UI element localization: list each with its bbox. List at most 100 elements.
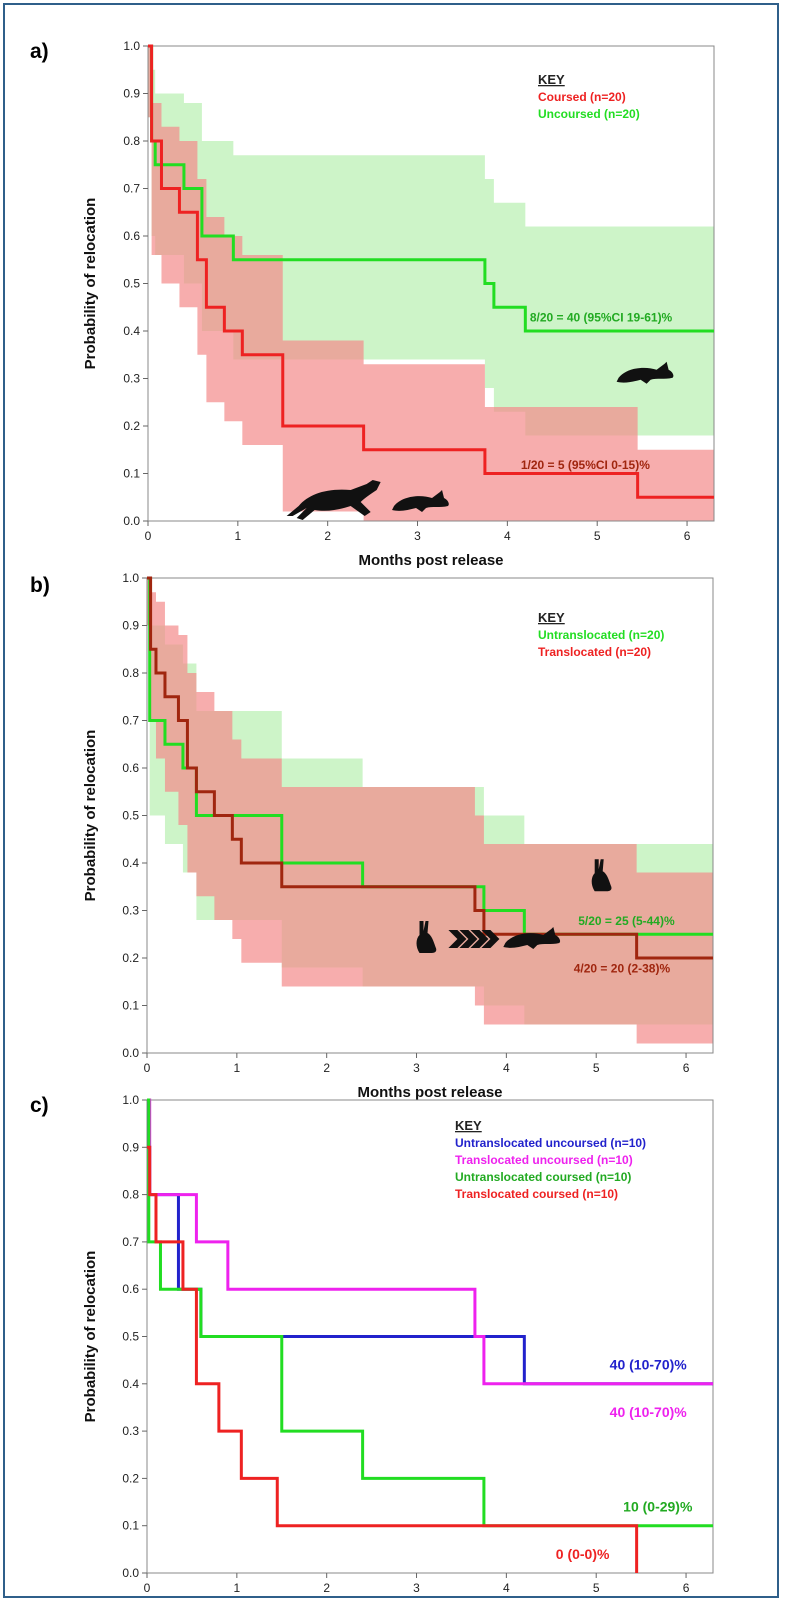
- x-tick-label: 4: [504, 529, 511, 543]
- chart-panel-3: c) 0.0 0.1 0.2 0.3 0.4 0.5 0.6 0.7 0.8 0.9 1.0 0 1 2 3 4…: [30, 1093, 714, 1595]
- y-tick-label: 0.3: [122, 1424, 139, 1438]
- y-tick-label: 0.6: [122, 761, 139, 775]
- hare-body: [392, 490, 449, 512]
- hare-sitting-body: [591, 859, 612, 892]
- x-tick-label: 2: [324, 529, 331, 543]
- annotation-label: 10 (0-29)%: [623, 1499, 693, 1515]
- annotation-label: 0 (0-0)%: [556, 1546, 610, 1562]
- y-tick-label: 0.2: [123, 419, 140, 433]
- y-tick-label: 0.6: [122, 1282, 139, 1296]
- chevrons-right-icon: [448, 930, 500, 948]
- key-title: KEY: [538, 72, 565, 87]
- y-tick-label: 0.2: [122, 951, 139, 965]
- x-tick-label: 0: [144, 1061, 151, 1075]
- legend-entry: Untranslocated uncoursed (n=10): [455, 1136, 646, 1150]
- y-tick-label: 0.2: [122, 1471, 139, 1485]
- y-tick-label: 0.1: [122, 999, 139, 1013]
- y-tick-label: 0.5: [123, 277, 140, 291]
- hare-running-icon: [616, 361, 674, 384]
- x-tick-label: 5: [594, 529, 601, 543]
- key-title: KEY: [538, 610, 565, 625]
- x-tick-label: 1: [233, 1581, 240, 1595]
- confidence-band: [147, 578, 713, 1044]
- x-tick-label: 4: [503, 1581, 510, 1595]
- chart-panel-1: a) 0.0 0.1 0.2 0.3 0.4 0.5 0.6 0.7 0.8 0.9 1.0 0 1 2 3 4…: [30, 39, 715, 569]
- annotation-label: 8/20 = 40 (95%CI 19-61)%: [530, 311, 673, 325]
- y-tick-label: 0.0: [123, 514, 140, 528]
- annotation-label: 40 (10-70)%: [610, 1404, 688, 1420]
- x-tick-label: 3: [414, 529, 421, 543]
- y-tick-label: 0.6: [123, 229, 140, 243]
- legend-entry: Coursed (n=20): [538, 90, 626, 104]
- annotation-label: 40 (10-70)%: [610, 1357, 688, 1373]
- hare-body: [616, 361, 674, 384]
- y-tick-label: 0.7: [123, 182, 140, 196]
- hare-sitting-icon: [591, 859, 612, 892]
- y-tick-label: 0.1: [122, 1519, 139, 1533]
- x-axis-title: Months post release: [358, 552, 503, 569]
- y-tick-label: 1.0: [122, 571, 139, 585]
- annotation-label: 1/20 = 5 (95%CI 0-15)%: [521, 458, 650, 472]
- legend-entry: Translocated (n=20): [538, 645, 651, 659]
- x-tick-label: 1: [234, 529, 241, 543]
- y-tick-label: 0.0: [122, 1046, 139, 1060]
- y-tick-label: 0.8: [122, 666, 139, 680]
- x-tick-label: 2: [323, 1581, 330, 1595]
- annotation-label: 4/20 = 20 (2-38)%: [574, 961, 671, 975]
- hare-sitting-icon: [416, 921, 437, 953]
- series-line: [147, 1098, 713, 1528]
- legend-entry: Translocated coursed (n=10): [455, 1187, 618, 1201]
- hare-running-icon: [503, 927, 561, 949]
- series-line: [147, 576, 713, 960]
- y-axis-title: Probability of relocation: [82, 1251, 99, 1423]
- confidence-band: [148, 46, 714, 436]
- panel-label: b): [30, 574, 50, 597]
- y-axis-title: Probability of relocation: [82, 198, 99, 370]
- chevron: [470, 930, 489, 948]
- y-tick-label: 0.4: [123, 324, 140, 338]
- y-tick-label: 0.8: [123, 134, 140, 148]
- y-axis-title: Probability of relocation: [82, 730, 99, 902]
- greyhound-body: [286, 480, 381, 520]
- x-tick-label: 5: [593, 1061, 600, 1075]
- chevron: [481, 930, 500, 948]
- y-tick-label: 0.0: [122, 1566, 139, 1580]
- y-tick-label: 0.9: [122, 619, 139, 633]
- series-line: [147, 576, 713, 936]
- hare-sitting-body: [416, 921, 437, 953]
- legend-entry: Untranslocated (n=20): [538, 628, 664, 642]
- key-title: KEY: [455, 1118, 482, 1133]
- panel-label: a): [30, 40, 49, 63]
- x-tick-label: 1: [233, 1061, 240, 1075]
- greyhound-running-icon: [286, 480, 381, 520]
- chevron: [448, 930, 467, 948]
- legend-entry: Uncoursed (n=20): [538, 107, 640, 121]
- x-axis-title: Months post release: [357, 1084, 502, 1101]
- x-tick-label: 3: [413, 1581, 420, 1595]
- legend-entry: Translocated uncoursed (n=10): [455, 1153, 633, 1167]
- series-line: [148, 44, 714, 499]
- series-line: [147, 1145, 639, 1573]
- hare-body: [503, 927, 561, 949]
- y-tick-label: 0.9: [122, 1140, 139, 1154]
- y-tick-label: 0.3: [122, 904, 139, 918]
- legend-entry: Untranslocated coursed (n=10): [455, 1170, 631, 1184]
- y-tick-label: 0.9: [123, 87, 140, 101]
- y-tick-label: 0.8: [122, 1188, 139, 1202]
- x-tick-label: 3: [413, 1061, 420, 1075]
- x-tick-label: 4: [503, 1061, 510, 1075]
- y-tick-label: 0.1: [123, 467, 140, 481]
- x-tick-label: 6: [684, 529, 691, 543]
- annotation-label: 5/20 = 25 (5-44)%: [578, 914, 675, 928]
- y-tick-label: 0.4: [122, 856, 139, 870]
- y-tick-label: 1.0: [122, 1093, 139, 1107]
- x-tick-label: 5: [593, 1581, 600, 1595]
- x-tick-label: 6: [683, 1061, 690, 1075]
- figure-frame: [3, 3, 779, 1598]
- x-tick-label: 0: [145, 529, 152, 543]
- y-tick-label: 1.0: [123, 39, 140, 53]
- y-tick-label: 0.7: [122, 714, 139, 728]
- chevron: [459, 930, 478, 948]
- chart-panel-2: b) 0.0 0.1 0.2 0.3 0.4 0.5 0.6 0.7 0.8 0.9 1.0 0 1 2 3 4…: [30, 571, 714, 1101]
